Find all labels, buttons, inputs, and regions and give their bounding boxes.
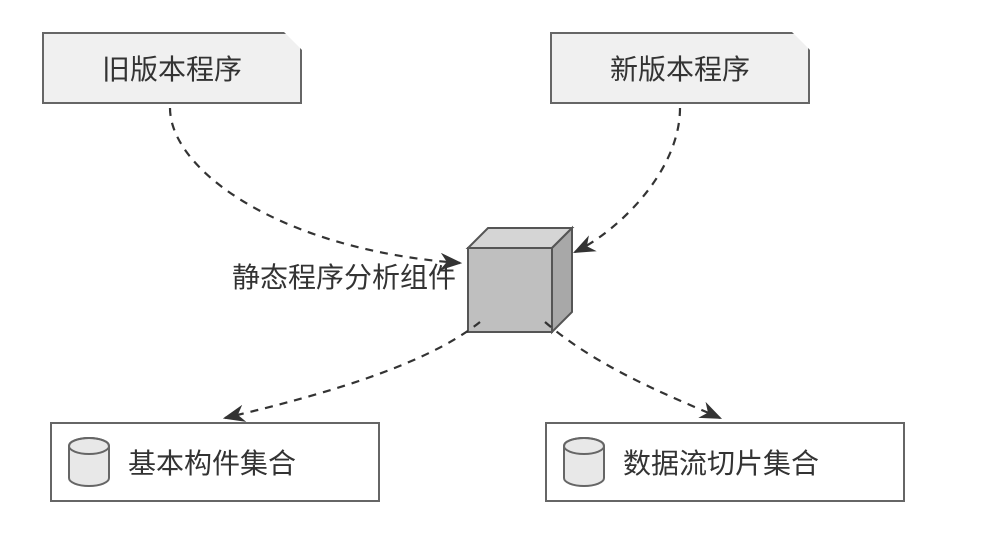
node-center-label: 静态程序分析组件: [196, 256, 456, 296]
cylinder-icon: [561, 436, 607, 488]
diagram-canvas: 旧版本程序 新版本程序 静态程序分析组件 基本构件集合: [0, 0, 1000, 537]
cylinder-icon: [66, 436, 112, 488]
node-basic-components-label: 基本构件集合: [128, 442, 296, 482]
node-old-version: 旧版本程序: [42, 32, 302, 104]
node-new-version-label: 新版本程序: [610, 48, 750, 88]
node-new-version: 新版本程序: [550, 32, 810, 104]
edge: [545, 322, 720, 418]
edge: [225, 322, 480, 418]
edge: [575, 108, 680, 252]
edge: [170, 108, 460, 263]
node-dataflow-slices: 数据流切片集合: [545, 422, 905, 502]
node-old-version-label: 旧版本程序: [102, 48, 242, 88]
node-dataflow-slices-label: 数据流切片集合: [623, 442, 819, 482]
node-basic-components: 基本构件集合: [50, 422, 380, 502]
